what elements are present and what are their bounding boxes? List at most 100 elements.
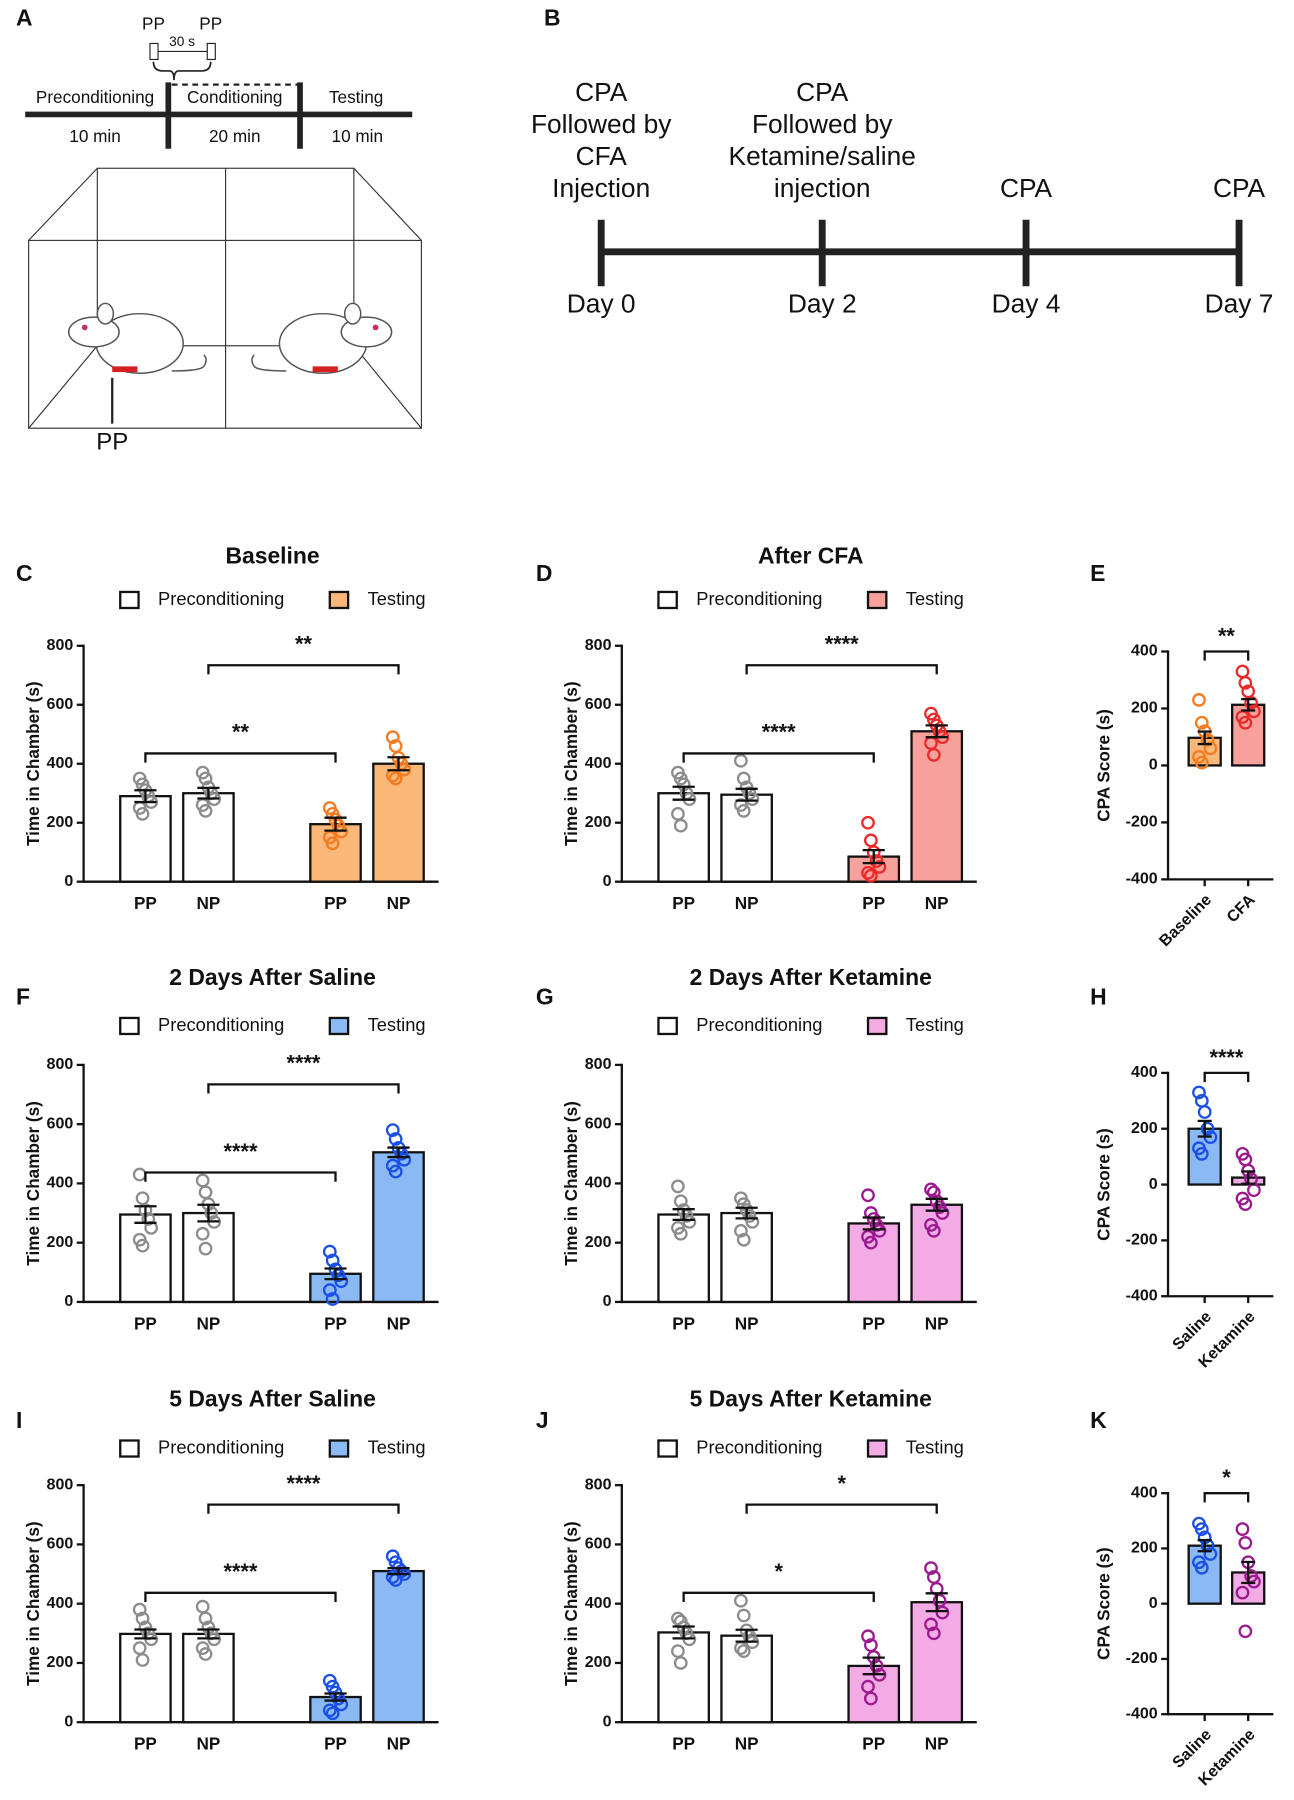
y-tick-label: 600 [585, 1535, 612, 1553]
error-bar [134, 1628, 157, 1640]
error-bar [1197, 1538, 1212, 1553]
legend-swatch [657, 1016, 678, 1036]
data-point [1238, 675, 1253, 690]
data-point [322, 1283, 337, 1297]
y-tick-label: 0 [64, 872, 73, 890]
data-point [872, 860, 887, 874]
data-point [926, 1223, 941, 1238]
data-point [1238, 715, 1253, 730]
y-tick-label: -400 [1126, 870, 1158, 888]
error-bar [672, 1208, 695, 1222]
x-tick-label: NP [735, 1313, 759, 1333]
significance-label: * [1222, 1465, 1231, 1490]
error-bar [1197, 1119, 1212, 1138]
data-point [1194, 755, 1209, 770]
panel-a: A PP PP 30 s Preconditioning Conditionin… [16, 4, 422, 455]
panel-label: J [536, 1407, 549, 1433]
legend-label: Preconditioning [158, 1014, 284, 1035]
y-axis-label: CPA Score (s) [1094, 709, 1114, 822]
significance-label: ** [1218, 624, 1235, 649]
x-tick-label: NP [387, 1313, 411, 1333]
data-point [132, 1167, 147, 1182]
significance-label: **** [762, 720, 796, 745]
chart-title: 5 Days After Ketamine [690, 1385, 932, 1411]
data-point [924, 1561, 938, 1575]
y-tick-label: 400 [1131, 1483, 1158, 1501]
error-bar [925, 724, 948, 739]
significance-bracket [682, 752, 875, 763]
phase-label: Testing [329, 87, 383, 107]
error-bar [197, 786, 220, 800]
data-point [1203, 741, 1218, 756]
y-axis-label: CPA Score (s) [1094, 1547, 1114, 1659]
y-tick-label: -400 [1126, 1286, 1158, 1304]
y-tick-label: 800 [585, 1055, 612, 1073]
mouse-right [251, 302, 393, 374]
event-label: CFA [576, 141, 628, 171]
legend-swatch [657, 1439, 678, 1458]
legend-label: Preconditioning [158, 588, 284, 609]
y-tick-label: 200 [1131, 1119, 1158, 1137]
data-point [325, 1706, 340, 1721]
y-tick-label: -200 [1126, 1649, 1158, 1667]
significance-bracket [144, 1171, 337, 1182]
x-tick-label: PP [672, 1734, 695, 1754]
significance-label: **** [1210, 1045, 1244, 1070]
error-bar [387, 1146, 410, 1159]
y-tick-label: 400 [1131, 1063, 1158, 1081]
bar [720, 1211, 773, 1304]
data-point [1235, 1585, 1250, 1600]
data-point [736, 1644, 751, 1658]
data-point [673, 1656, 688, 1670]
event-label: Followed by [531, 109, 672, 139]
legend-swatch [119, 590, 140, 610]
error-bar [197, 1203, 220, 1223]
data-point [1235, 664, 1250, 679]
data-point [195, 1226, 210, 1241]
data-point [325, 836, 340, 851]
panel-label: H [1090, 984, 1107, 1010]
legend-label: Testing [906, 588, 964, 609]
panel-label: F [16, 984, 30, 1010]
error-bar [862, 1656, 885, 1676]
error-bar [134, 789, 157, 804]
x-tick-label: NP [925, 1313, 949, 1333]
bar [182, 792, 235, 883]
data-point [736, 804, 751, 818]
error-bar [925, 1592, 948, 1613]
data-point [935, 1605, 950, 1620]
significance-label: **** [825, 632, 859, 657]
panel-label: C [16, 560, 33, 586]
data-point [198, 1185, 213, 1200]
y-tick-label: 200 [1131, 1539, 1158, 1557]
y-tick-label: 0 [1149, 1594, 1158, 1612]
bracket [152, 61, 212, 81]
error-bar [387, 756, 410, 772]
data-point [872, 1223, 887, 1238]
y-tick-label: 800 [585, 1475, 612, 1493]
legend-label: Preconditioning [696, 1436, 822, 1457]
error-bar [1197, 730, 1212, 746]
significance-bracket [144, 1591, 337, 1602]
x-tick-label: NP [925, 1734, 949, 1754]
data-point [734, 1223, 748, 1238]
legend-swatch [866, 1016, 888, 1036]
panel-label: D [536, 560, 553, 586]
y-axis-label: Time in Chamber (s) [23, 1521, 43, 1686]
data-point [334, 1274, 349, 1289]
data-point [1194, 1560, 1209, 1575]
data-point [135, 806, 150, 821]
significance-label: **** [287, 1051, 321, 1076]
event-label: CPA [1000, 173, 1053, 203]
x-tick-label: NP [735, 893, 759, 913]
y-tick-label: 600 [47, 1114, 74, 1132]
panel-label: G [536, 984, 554, 1010]
pulse [206, 42, 216, 61]
significance-label: **** [224, 1559, 258, 1584]
data-point [1197, 1105, 1212, 1119]
y-tick-label: 600 [585, 1114, 612, 1132]
bar [910, 730, 964, 883]
significance-label: * [837, 1471, 846, 1496]
